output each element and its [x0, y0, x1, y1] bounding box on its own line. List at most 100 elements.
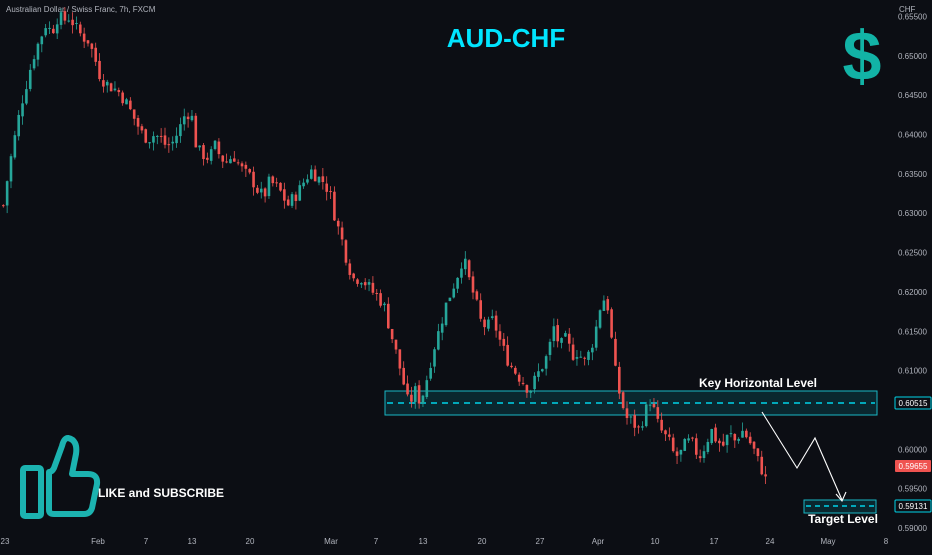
dollar-sign-icon: $	[843, 17, 882, 95]
candle	[348, 259, 352, 280]
candle	[148, 141, 151, 149]
candle	[629, 415, 633, 424]
candle	[317, 176, 321, 186]
candle	[98, 53, 101, 82]
candle	[9, 153, 13, 189]
candle	[286, 195, 290, 207]
candle	[621, 390, 625, 410]
candle	[521, 376, 525, 386]
candle	[421, 394, 425, 407]
candle	[741, 422, 744, 438]
like-subscribe-text[interactable]: LIKE and SUBSCRIBE	[98, 486, 224, 500]
candle	[44, 24, 47, 38]
candle	[490, 309, 494, 320]
candle	[575, 350, 579, 366]
candle	[52, 24, 55, 34]
candle	[383, 301, 386, 312]
candle	[367, 278, 371, 292]
candle	[745, 428, 748, 439]
candle	[517, 372, 521, 386]
time-axis[interactable]: 23 Feb 7 13 20 Mar 7 13 20 27 Apr 10 17 24 May 8	[1, 537, 889, 546]
candle	[498, 324, 502, 347]
candle	[710, 428, 713, 445]
candle	[625, 401, 629, 425]
candle	[75, 16, 78, 30]
symbol-header: Australian Dollar / Swiss Franc, 7h, FXC…	[6, 5, 156, 14]
price-tag-current-text: 0.59655	[899, 462, 928, 471]
candle	[437, 323, 440, 351]
candle	[706, 438, 710, 455]
candle	[360, 282, 363, 289]
x-tick-label: 27	[536, 537, 545, 546]
candle	[533, 372, 536, 394]
candle	[163, 127, 167, 149]
candle	[394, 339, 398, 354]
candle	[371, 276, 375, 295]
candle	[556, 318, 559, 348]
candle	[552, 318, 556, 348]
candle	[695, 433, 698, 459]
candle	[379, 289, 382, 308]
y-tick-label: 0.59000	[898, 524, 927, 533]
x-tick-label: 23	[1, 537, 10, 546]
candle	[279, 182, 282, 192]
candle	[483, 316, 486, 336]
candle	[25, 80, 28, 106]
candle	[537, 363, 540, 382]
y-tick-label: 0.64000	[898, 131, 927, 140]
candle	[444, 302, 448, 327]
candle	[675, 447, 679, 465]
candle	[602, 295, 606, 311]
candle	[298, 180, 302, 202]
price-tag-key-text: 0.60515	[899, 399, 928, 408]
candle	[252, 166, 255, 196]
candlestick-series	[2, 7, 767, 485]
candle	[248, 168, 251, 175]
y-tick-label: 0.61500	[898, 327, 927, 336]
candle	[198, 145, 201, 151]
y-tick-label: 0.63000	[898, 209, 927, 218]
candle	[267, 173, 271, 199]
candle	[571, 337, 575, 362]
candle	[2, 204, 5, 208]
candle	[105, 79, 109, 93]
candle	[614, 331, 617, 367]
candle	[5, 180, 9, 214]
candle	[13, 130, 17, 160]
y-tick-label: 0.59500	[898, 485, 927, 494]
candle	[433, 347, 436, 373]
candle	[179, 117, 182, 143]
x-tick-label: 17	[710, 537, 719, 546]
x-tick-label: 24	[766, 537, 775, 546]
candle	[294, 191, 298, 210]
x-tick-label: 8	[884, 537, 889, 546]
candle	[63, 7, 67, 25]
candle	[302, 178, 305, 189]
candle	[156, 134, 159, 145]
target-level-zone[interactable]	[803, 499, 877, 514]
price-axis[interactable]: 0.65500 0.65000 0.64500 0.64000 0.63500 0.630…	[898, 13, 927, 533]
candle	[113, 81, 117, 92]
candle	[664, 429, 667, 441]
candle	[159, 128, 163, 143]
candle	[464, 251, 467, 275]
candle	[644, 401, 648, 428]
candle	[240, 161, 244, 172]
candle	[233, 151, 236, 162]
y-tick-label: 0.60000	[898, 445, 927, 454]
thumbs-up-icon[interactable]	[20, 435, 101, 519]
candle	[17, 110, 20, 141]
candle	[125, 97, 128, 105]
chart-title: AUD-CHF	[447, 23, 565, 53]
key-level-label: Key Horizontal Level	[699, 376, 817, 390]
candle	[494, 310, 498, 338]
candle	[487, 316, 490, 332]
candle	[633, 409, 636, 437]
candle	[167, 137, 171, 153]
x-tick-label: 7	[144, 537, 149, 546]
candle	[610, 307, 613, 339]
candle	[336, 218, 340, 235]
candle	[541, 368, 544, 373]
